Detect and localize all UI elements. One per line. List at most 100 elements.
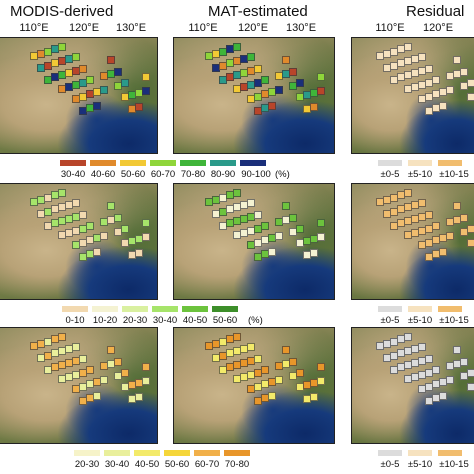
grid-cell bbox=[317, 72, 325, 81]
grid-cell bbox=[317, 232, 325, 241]
grid-cell bbox=[310, 393, 318, 401]
grid-cell bbox=[135, 103, 143, 111]
legend-swatch bbox=[122, 306, 148, 312]
legend-label: ±10-15 bbox=[439, 315, 469, 326]
legend-label: ±5-10 bbox=[407, 459, 433, 470]
grid-cell bbox=[107, 345, 115, 354]
grid-cell bbox=[404, 333, 412, 342]
grid-cell bbox=[467, 225, 474, 234]
grid-cell bbox=[282, 201, 290, 210]
residual-legend-row2: ±0-5 ±5-10 ±10-15 bbox=[378, 306, 474, 330]
grid-cell bbox=[121, 225, 129, 234]
grid-cell bbox=[247, 342, 255, 351]
grid-cell bbox=[460, 213, 468, 222]
grid-cell bbox=[121, 79, 129, 88]
grid-cell bbox=[282, 55, 290, 64]
legend-swatch bbox=[378, 306, 402, 312]
legend-swatch bbox=[408, 160, 432, 166]
grid-cell bbox=[261, 76, 269, 85]
grid-cell bbox=[79, 64, 87, 73]
legend-label: 50-60 bbox=[120, 169, 146, 180]
legend-label: ±0-5 bbox=[380, 315, 400, 326]
grid-cell bbox=[317, 376, 325, 385]
legend-swatch bbox=[180, 160, 206, 166]
grid-cell bbox=[460, 67, 468, 76]
grid-cell bbox=[93, 248, 101, 257]
map-modis-row1 bbox=[0, 37, 158, 154]
grid-cell bbox=[418, 342, 426, 351]
grid-cell bbox=[261, 366, 269, 375]
grid-cell bbox=[275, 232, 283, 240]
grid-cell bbox=[79, 354, 87, 363]
legend-swatch bbox=[210, 160, 236, 166]
legend-swatch bbox=[104, 450, 130, 456]
grid-cell bbox=[467, 93, 474, 102]
legend-unit: (%) bbox=[248, 315, 263, 326]
legend-swatch bbox=[164, 450, 190, 456]
grid-cell bbox=[296, 225, 304, 234]
residual-legend-row3: ±0-5 ±5-10 ±10-15 bbox=[378, 450, 474, 474]
grid-cell bbox=[142, 72, 150, 81]
legend-label: ±5-10 bbox=[407, 315, 433, 326]
grid-cell bbox=[114, 357, 122, 366]
grid-cell bbox=[233, 333, 241, 342]
grid-cell bbox=[460, 357, 468, 366]
lon-label: 110°E bbox=[375, 22, 405, 34]
legend-swatch bbox=[194, 450, 220, 456]
map-mat-row2 bbox=[173, 183, 335, 300]
grid-cell bbox=[425, 64, 433, 73]
grid-cell bbox=[268, 248, 276, 257]
grid-cell bbox=[58, 189, 66, 198]
grid-cell bbox=[275, 376, 283, 384]
grid-cell bbox=[142, 232, 150, 241]
grid-cell bbox=[86, 366, 94, 375]
map-modis-row2 bbox=[0, 183, 158, 300]
modis-derived-title: MODIS-derived bbox=[10, 3, 114, 20]
lon-label: 130°E bbox=[115, 22, 147, 34]
lon-labels-col1: 110°E 120°E 130°E bbox=[0, 22, 160, 36]
legend-swatch bbox=[408, 450, 432, 456]
legend-row1: 30-40 40-60 50-60 60-70 70-80 80-90 90-1… bbox=[60, 160, 350, 184]
legend-label: 30-40 bbox=[152, 315, 178, 326]
grid-cell bbox=[135, 249, 143, 257]
grid-cell bbox=[446, 232, 454, 240]
map-mat-row3 bbox=[173, 327, 335, 444]
legend-swatch bbox=[90, 160, 116, 166]
grid-cell bbox=[72, 198, 80, 207]
grid-cell bbox=[439, 248, 447, 257]
grid-cell bbox=[439, 392, 447, 401]
grid-cell bbox=[453, 345, 461, 354]
legend-swatch bbox=[438, 160, 462, 166]
grid-cell bbox=[142, 218, 150, 227]
grid-cell bbox=[100, 232, 108, 240]
grid-cell bbox=[254, 210, 262, 219]
residual-legend-row1: ±0-5 ±5-10 ±10-15 bbox=[378, 160, 474, 184]
grid-cell bbox=[289, 213, 297, 222]
grid-cell bbox=[439, 102, 447, 111]
legend-swatch bbox=[212, 306, 238, 312]
grid-cell bbox=[467, 369, 474, 378]
grid-cell bbox=[72, 52, 80, 61]
grid-cell bbox=[107, 201, 115, 210]
legend-swatch bbox=[408, 306, 432, 312]
grid-cell bbox=[282, 345, 290, 354]
legend-swatch bbox=[438, 450, 462, 456]
legend-label: ±10-15 bbox=[439, 169, 469, 180]
grid-cell bbox=[432, 366, 440, 375]
lon-label: 110°E bbox=[19, 22, 49, 34]
legend-label: ±0-5 bbox=[380, 169, 400, 180]
lon-label: 120°E bbox=[422, 22, 454, 34]
legend-unit: (%) bbox=[275, 169, 290, 180]
residual-title: Residual bbox=[406, 3, 465, 20]
grid-cell bbox=[58, 333, 66, 342]
grid-cell bbox=[317, 86, 325, 95]
grid-cell bbox=[453, 201, 461, 210]
grid-cell bbox=[446, 376, 454, 384]
grid-cell bbox=[247, 198, 255, 207]
grid-cell bbox=[121, 369, 129, 378]
grid-cell bbox=[289, 357, 297, 366]
grid-cell bbox=[142, 86, 150, 95]
legend-label: 0-10 bbox=[65, 315, 85, 326]
grid-cell bbox=[79, 210, 87, 219]
legend-label: ±5-10 bbox=[407, 169, 433, 180]
